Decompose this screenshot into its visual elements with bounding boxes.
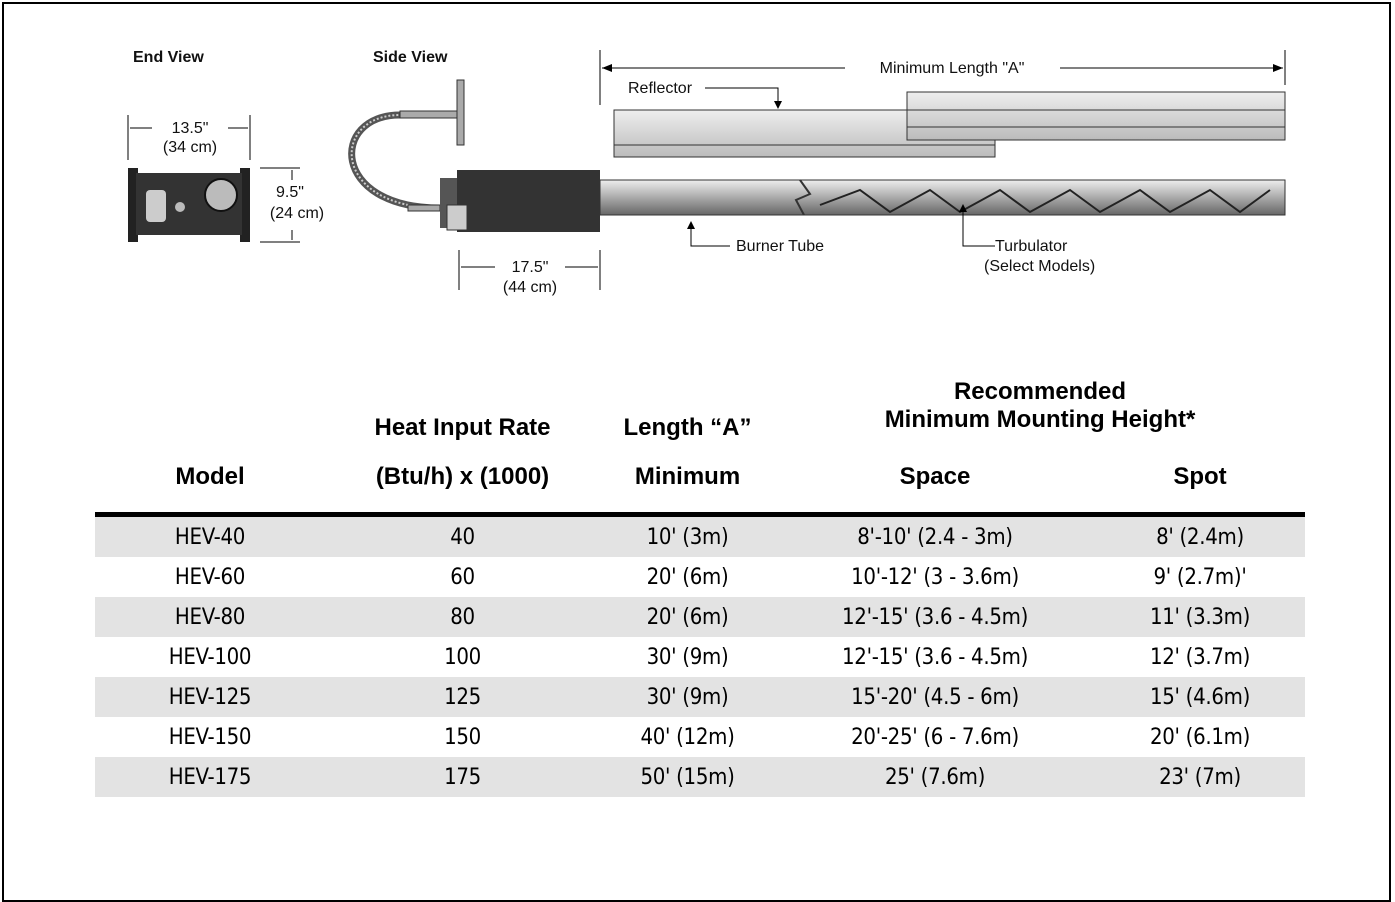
side-view-title: Side View [373, 49, 448, 66]
table-cell: 8' (2.4m) [1095, 514, 1305, 557]
table-cell: 100 [444, 644, 481, 670]
group-header-line: Minimum Mounting Height* [884, 406, 1196, 433]
table-cell: 12'-15' (3.6 - 4.5m) [841, 644, 1029, 670]
table-cell: 15'-20' (4.5 - 6m) [775, 677, 1095, 717]
column-header: (Btu/h) x (1000) [325, 442, 600, 517]
side-length: 17.5" [512, 259, 549, 276]
table-row: HEV-125 125 30' (9m) 15'-20' (4.5 - 6m) 15' … [95, 677, 1305, 717]
table-cell: 10' (3m) [600, 514, 775, 557]
heater-diagram: End View Side View 13.5" (34 cm) 9.5" (2… [127, 49, 1286, 296]
table-cell: HEV-80 [95, 597, 325, 637]
table-cell: HEV-60 [174, 564, 246, 590]
table-cell: 20' (6m) [600, 597, 775, 637]
table-cell: 23' (7m) [1095, 757, 1305, 797]
reflector-label: Reflector [628, 80, 693, 97]
table-cell: 11' (3.3m) [1095, 597, 1305, 637]
burner-tube-label: Burner Tube [736, 238, 824, 255]
table-cell: 8'-10' (2.4 - 3m) [775, 514, 1095, 557]
min-length-label: Minimum Length "A" [880, 60, 1025, 77]
table-cell: HEV-150 [168, 724, 252, 750]
table-row: HEV-150 150 40' (12m) 20'-25' (6 - 7.6m) 20'… [95, 717, 1305, 757]
end-height: 9.5" [276, 184, 304, 201]
table-cell: 25' (7.6m) [775, 757, 1095, 797]
turbulator-note: (Select Models) [984, 258, 1095, 275]
end-height-metric: (24 cm) [270, 205, 324, 222]
table-cell: 20'-25' (6 - 7.6m) [851, 724, 1019, 750]
table-cell: 15' (4.6m) [1095, 677, 1305, 717]
table-cell: 50' (15m) [600, 757, 775, 797]
table-cell: HEV-125 [95, 677, 325, 717]
table-cell: 30' (9m) [646, 644, 729, 670]
table-row: HEV-60 60 20' (6m) 10'-12' (3 - 3.6m) 9' (2.… [95, 557, 1305, 597]
table-cell: 80 [325, 597, 600, 637]
table-row: HEV-100 100 30' (9m) 12'-15' (3.6 - 4.5m) 12… [95, 637, 1305, 677]
column-header: Model [95, 442, 325, 517]
table-row: HEV-40 40 10' (3m) 8'-10' (2.4 - 3m) 8' (2.4… [95, 514, 1305, 557]
table-cell: 9' (2.7m)' [1153, 564, 1247, 590]
group-header-line: Recommended [953, 378, 1127, 405]
table-cell: 125 [325, 677, 600, 717]
spec-table: Heat Input Rate Length “A” Recommended Mi… [95, 370, 1305, 797]
table-cell: 175 [325, 757, 600, 797]
group-header: Recommended Minimum Mounting Height* [775, 370, 1305, 442]
table-cell: HEV-175 [95, 757, 325, 797]
end-view-title: End View [133, 49, 204, 66]
table-row: HEV-80 80 20' (6m) 12'-15' (3.6 - 4.5m) 11' … [95, 597, 1305, 637]
table-cell: 40 [325, 514, 600, 557]
header-spacer [95, 370, 325, 442]
column-header: Spot [1095, 442, 1305, 517]
group-header: Heat Input Rate [374, 414, 551, 441]
table-cell: 30' (9m) [600, 677, 775, 717]
table-cell: HEV-40 [95, 514, 325, 557]
table-cell: 60 [450, 564, 475, 590]
table-cell: 20' (6m) [646, 564, 729, 590]
group-header: Length “A” [623, 414, 752, 441]
table-cell: 10'-12' (3 - 3.6m) [851, 564, 1019, 590]
column-header: Space [775, 442, 1095, 517]
table-row: HEV-175 175 50' (15m) 25' (7.6m) 23' (7m) [95, 757, 1305, 797]
table-cell: 150 [444, 724, 481, 750]
column-header: Minimum [600, 442, 775, 517]
table-cell: HEV-100 [168, 644, 252, 670]
side-length-metric: (44 cm) [503, 279, 557, 296]
table-cell: 12' (3.7m) [1149, 644, 1251, 670]
table-cell: 12'-15' (3.6 - 4.5m) [775, 597, 1095, 637]
turbulator-label: Turbulator [995, 238, 1068, 255]
table-cell: 20' (6.1m) [1149, 724, 1251, 750]
end-width: 13.5" [172, 120, 209, 137]
table-cell: 40' (12m) [640, 724, 735, 750]
end-width-metric: (34 cm) [163, 139, 217, 156]
